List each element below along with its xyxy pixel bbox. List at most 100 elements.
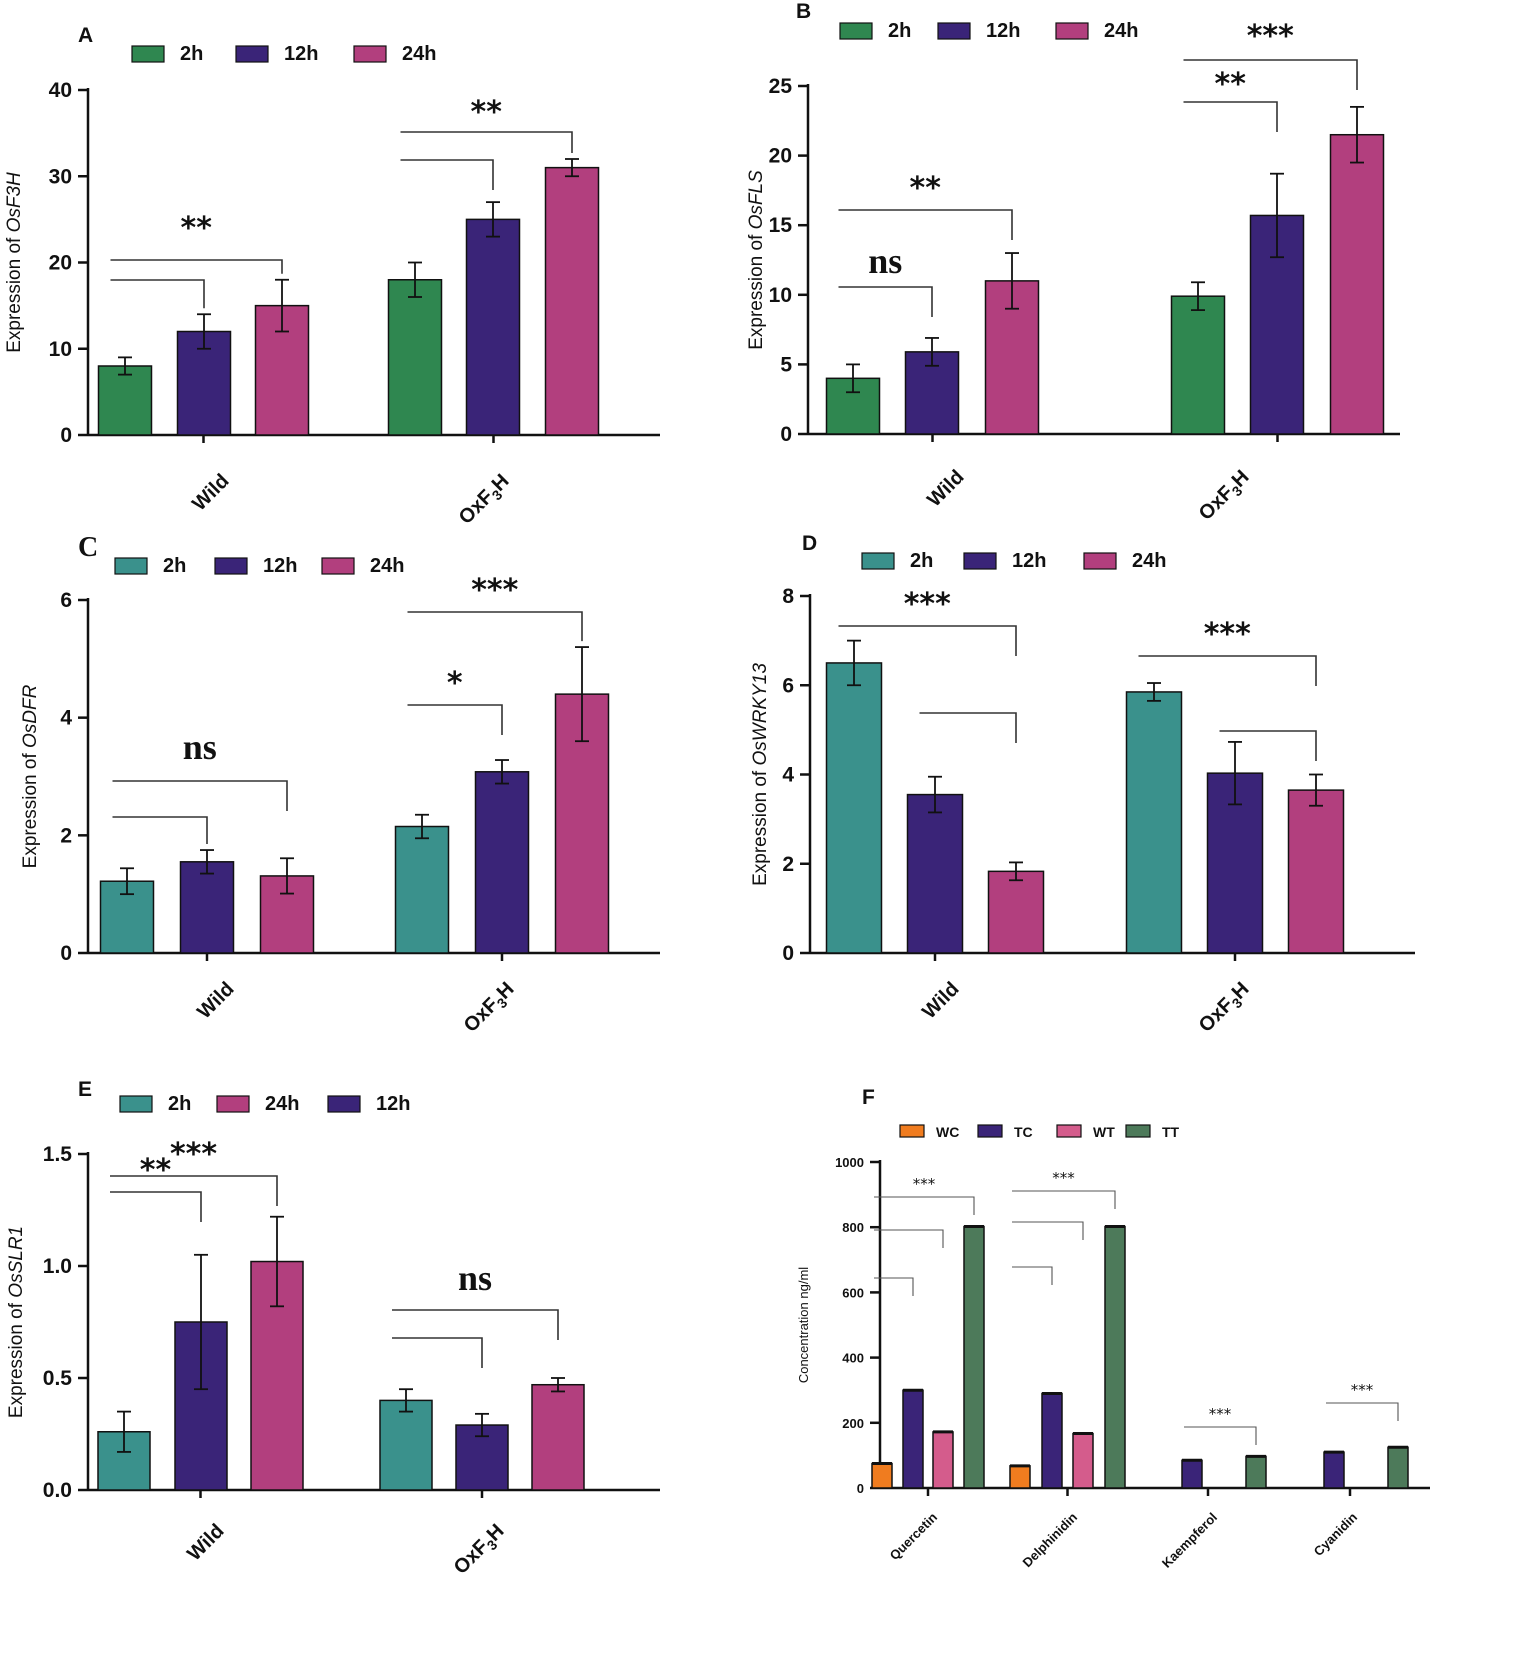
panel-f-y-axis-label: Concentration ng/ml [796, 1267, 811, 1383]
panel-e-legend-label-2h: 2h [168, 1093, 191, 1115]
panel-d-y-tick-label: 8 [782, 585, 794, 608]
panel-d-x-tick-label-oxf3h: OxF3H [1195, 978, 1256, 1039]
panel-c-legend-swatch-2h [114, 557, 148, 575]
panel-b-y-tick-label: 25 [769, 75, 793, 98]
panel-f-bar-quercetin-wt [932, 1431, 954, 1489]
panel-a-x-tick-label-oxf3h: OxF3H [455, 470, 516, 531]
panel-b-legend-label-2h: 2h [888, 20, 911, 42]
panel-a-y-axis-label: Expression of OsF3H [4, 172, 25, 353]
panel-c-bar-oxf3h-2h [394, 825, 450, 954]
panel-e-significance-label: *** [170, 1137, 217, 1172]
panel-c-y-tick-label: 6 [60, 589, 72, 612]
chart-panel-e: E 2h 24h 12h 0.0 0.5 1.0 1.5 Expression of OsSLR… [6, 1078, 660, 1579]
panel-e-significance-bracket [392, 1337, 483, 1368]
panel-f-significance-label: *** [913, 1175, 936, 1193]
panel-d-bar-oxf3h-2h [1125, 691, 1183, 954]
panel-f-significance-bracket [874, 1277, 914, 1296]
panel-b-significance-bracket [838, 286, 933, 317]
panel-b-x-tick-label-wild: Wild [923, 466, 968, 511]
panel-a-y-tick-label: 10 [49, 338, 72, 361]
panel-a-legend-label-2h: 2h [180, 43, 203, 65]
panel-e-bar-oxf3h-2h [379, 1399, 433, 1491]
panel-f-significance-bracket [1012, 1190, 1116, 1209]
panel-f-bar-delphinidin-wt [1072, 1432, 1094, 1489]
panel-f-x-tick-label-delphinidin: Delphinidin [1019, 1509, 1080, 1570]
panel-b-y-axis-label: Expression of OsFLS [746, 170, 767, 350]
chart-panel-b: B 2h 12h 24h 0 5 10 15 20 25 Expression of OsFLS Wi… [746, 0, 1400, 525]
panel-b-significance-bracket [838, 209, 1013, 240]
panel-c-legend-swatch-24h [321, 557, 355, 575]
panel-c-significance-label: *** [471, 573, 518, 608]
panel-d-significance-bracket [838, 625, 1017, 656]
panel-c-legend-swatch-12h [214, 557, 248, 575]
panel-b-bar-oxf3h-24h [1329, 133, 1385, 435]
panel-f-y-tick-label: 200 [842, 1416, 864, 1431]
panel-a-significance-label: ** [181, 211, 213, 246]
panel-f-significance-bracket [1012, 1266, 1053, 1285]
panel-f-legend-label-wt: WT [1093, 1124, 1115, 1140]
panel-f-significance-label: *** [1052, 1169, 1075, 1187]
panel-c-x-tick-label-oxf3h: OxF3H [460, 978, 521, 1039]
panel-f-x-tick-label-cyanidin: Cyanidin [1311, 1509, 1360, 1558]
panel-a-significance-bracket [400, 159, 494, 190]
panel-d-legend-label-2h: 2h [910, 550, 933, 572]
panel-f-y-tick-label: 600 [842, 1285, 864, 1300]
panel-f-bar-cyanidin-tc [1323, 1451, 1345, 1489]
panel-e-y-tick-label: 1.0 [43, 1255, 72, 1278]
panel-b-bar-oxf3h-2h [1170, 295, 1226, 435]
panel-f-legend-swatch-wt [1056, 1124, 1082, 1138]
panel-a-legend-swatch-12h [235, 45, 269, 63]
panel-e-y-tick-label: 1.5 [43, 1143, 73, 1166]
panel-f-legend-swatch-wc [899, 1124, 925, 1138]
panel-a-legend-label-24h: 24h [402, 43, 436, 65]
panel-d-legend-swatch-2h [861, 552, 895, 570]
panel-f-legend-label-wc: WC [936, 1124, 959, 1140]
panel-f-significance-bracket [1012, 1221, 1084, 1240]
panel-d-y-tick-label: 6 [782, 674, 794, 697]
panel-f-legend-swatch-tt [1125, 1124, 1151, 1138]
panel-d-y-tick-label: 4 [782, 764, 794, 787]
panel-e-letter: E [78, 1078, 92, 1101]
panel-d-legend-label-24h: 24h [1132, 550, 1166, 572]
panel-a-significance-label: ** [471, 95, 503, 130]
panel-f-y-tick-label: 1000 [835, 1155, 864, 1170]
panel-e-significance-bracket [392, 1309, 559, 1340]
panel-f-bar-quercetin-tc [902, 1389, 924, 1489]
panel-c-bar-oxf3h-12h [474, 771, 530, 954]
panel-e-y-axis-label: Expression of OsSLR1 [6, 1226, 27, 1418]
panel-b-y-tick-label: 0 [780, 423, 792, 446]
panel-d-bar-wild-12h [906, 793, 964, 954]
panel-c-y-tick-label: 2 [60, 824, 72, 847]
panel-b-y-tick-label: 10 [769, 284, 792, 307]
panel-c-legend-label-2h: 2h [163, 555, 186, 577]
panel-c-legend-label-24h: 24h [370, 555, 404, 577]
panel-e-legend-swatch-12h [327, 1095, 361, 1113]
panel-a-x-tick-label-wild: Wild [188, 470, 233, 515]
chart-panel-f: F WC TC WT TT 0 200 400 600 800 1000 Concentration … [796, 1086, 1430, 1571]
panel-d-x-tick-label-wild: Wild [918, 978, 963, 1023]
chart-panel-c: C 2h 12h 24h 0 2 4 6 Expression of OsDFR Wild OxF3… [20, 532, 660, 1039]
panel-a-legend-label-12h: 12h [284, 43, 318, 65]
panel-f-y-tick-label: 0 [857, 1481, 864, 1496]
panel-a-y-tick-label: 20 [49, 252, 72, 275]
panel-d-significance-bracket [1219, 730, 1317, 761]
panel-b-legend-label-24h: 24h [1104, 20, 1138, 42]
panel-d-legend-label-12h: 12h [1012, 550, 1046, 572]
panel-c-significance-label: * [447, 666, 463, 701]
panel-a-bar-oxf3h-2h [387, 279, 443, 436]
panel-b-x-tick-label-oxf3h: OxF3H [1195, 466, 1256, 527]
panel-e-y-tick-label: 0.5 [43, 1367, 73, 1390]
panel-d-significance-label: *** [1204, 617, 1251, 652]
panel-f-significance-bracket [874, 1229, 944, 1248]
panel-a-significance-bracket [110, 259, 283, 274]
panel-a-y-tick-label: 40 [49, 79, 72, 102]
panel-d-bar-oxf3h-24h [1287, 789, 1345, 954]
panel-b-significance-label: ** [910, 171, 942, 206]
panel-f-letter: F [862, 1086, 875, 1109]
panel-d-significance-label: *** [904, 587, 951, 622]
panel-a-y-tick-label: 0 [60, 424, 72, 447]
panel-f-legend-swatch-tc [977, 1124, 1003, 1138]
panel-a-y-tick-label: 30 [49, 165, 72, 188]
panel-b-legend-swatch-12h [937, 22, 971, 40]
panel-f-significance-bracket [874, 1196, 975, 1215]
